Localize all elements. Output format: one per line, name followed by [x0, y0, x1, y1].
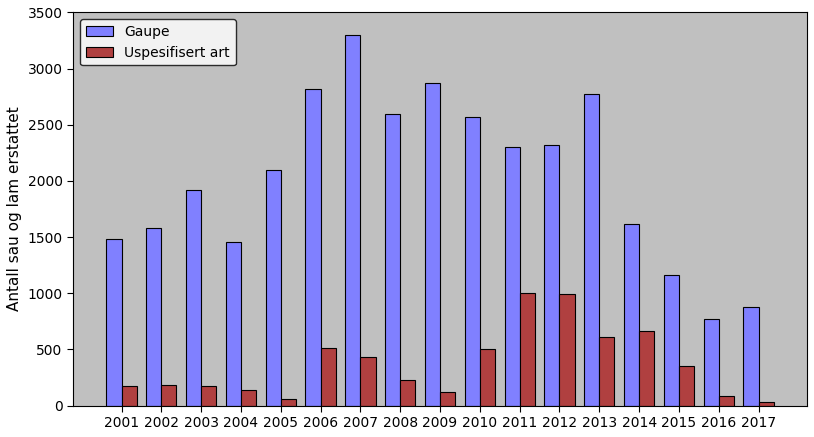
- Bar: [519, 293, 535, 406]
- Bar: [201, 386, 217, 406]
- Bar: [559, 295, 575, 406]
- Y-axis label: Antall sau og lam erstattet: Antall sau og lam erstattet: [7, 107, 22, 312]
- Bar: [305, 89, 321, 406]
- Bar: [225, 242, 241, 406]
- Bar: [345, 35, 361, 406]
- Bar: [440, 392, 455, 406]
- Bar: [639, 332, 654, 406]
- Bar: [480, 350, 495, 406]
- Bar: [425, 83, 440, 406]
- Bar: [719, 395, 734, 406]
- Bar: [703, 319, 719, 406]
- Bar: [265, 170, 281, 406]
- Legend: Gaupe, Uspesifisert art: Gaupe, Uspesifisert art: [80, 19, 235, 66]
- Bar: [400, 380, 415, 406]
- Bar: [186, 190, 201, 406]
- Bar: [385, 114, 400, 406]
- Bar: [321, 348, 335, 406]
- Bar: [545, 145, 559, 406]
- Bar: [624, 224, 639, 406]
- Bar: [281, 399, 296, 406]
- Bar: [241, 390, 256, 406]
- Bar: [121, 386, 137, 406]
- Bar: [161, 385, 177, 406]
- Bar: [505, 147, 519, 406]
- Bar: [599, 337, 615, 406]
- Bar: [465, 117, 480, 406]
- Bar: [361, 357, 375, 406]
- Bar: [107, 239, 121, 406]
- Bar: [584, 94, 599, 406]
- Bar: [679, 366, 694, 406]
- Bar: [759, 402, 773, 406]
- Bar: [663, 275, 679, 406]
- Bar: [147, 228, 161, 406]
- Bar: [743, 307, 759, 406]
